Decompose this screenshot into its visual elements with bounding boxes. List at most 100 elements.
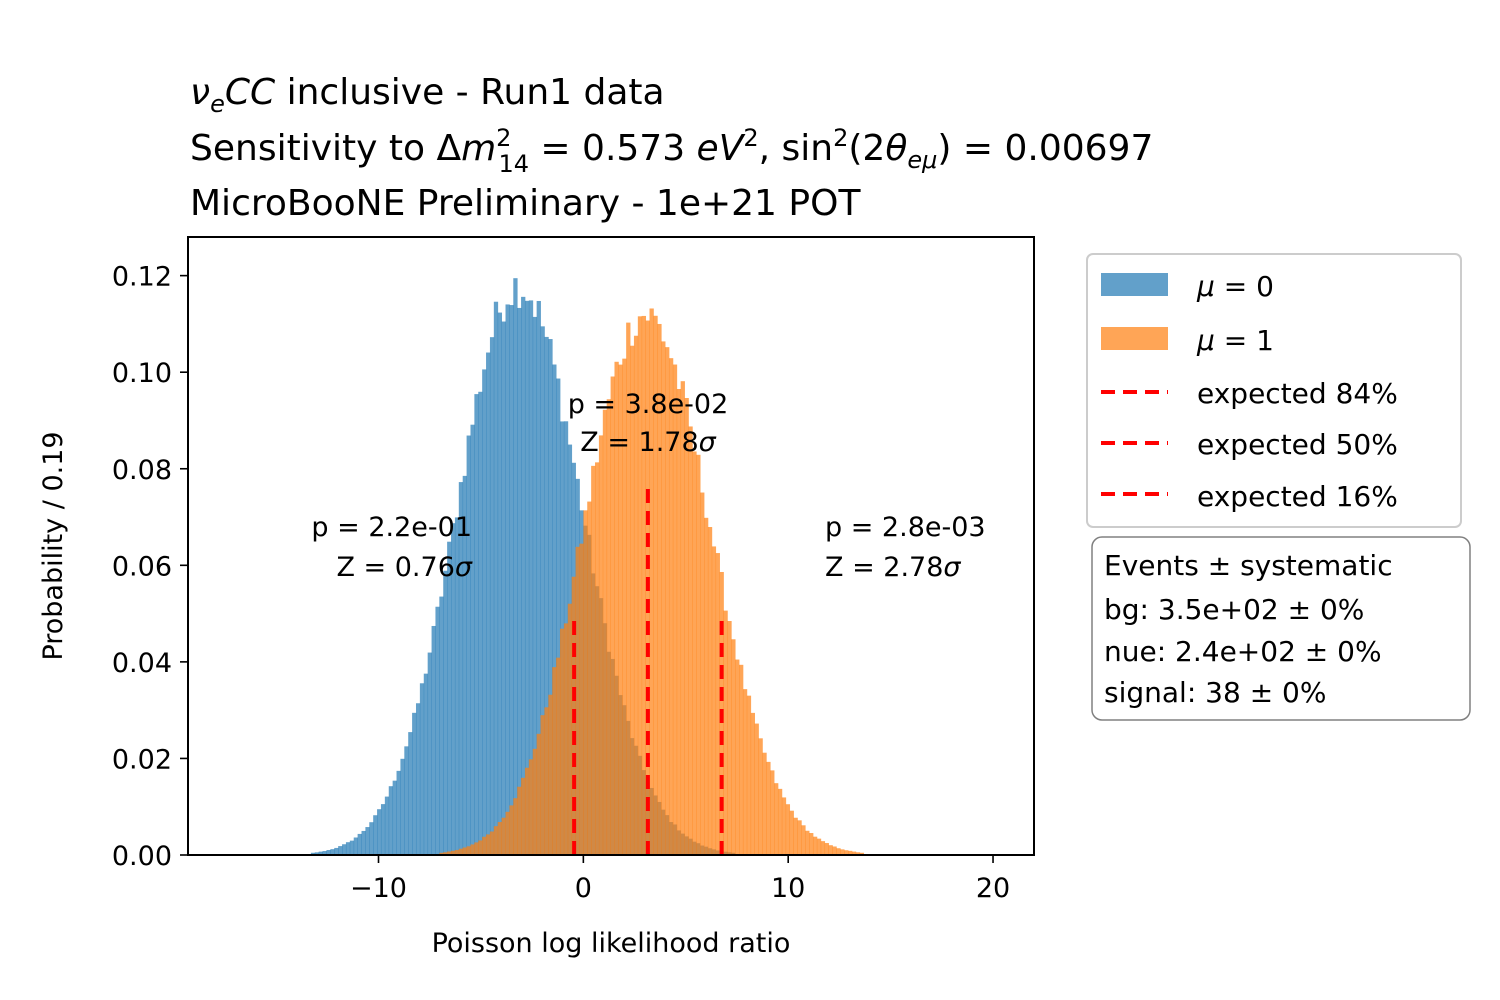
y-tick-label: 0.00 <box>112 841 172 872</box>
histogram-bar <box>513 798 518 855</box>
histogram-bar <box>583 510 588 855</box>
histogram-bar <box>365 827 370 855</box>
histogram-bar <box>696 454 701 855</box>
histogram-bar <box>770 770 775 855</box>
legend-entry-mu0: μ = 0 <box>1101 270 1274 303</box>
histogram-bar <box>805 830 810 855</box>
histogram-bar <box>731 639 736 855</box>
histogram-bar <box>497 822 503 855</box>
legend-entry-50: expected 50% <box>1101 428 1398 461</box>
histogram-bar <box>812 836 818 855</box>
info-box-line-3: nue: 2.4e+02 ± 0% <box>1104 635 1382 668</box>
legend-swatch-mu0 <box>1101 273 1168 296</box>
histogram-bar <box>591 465 596 855</box>
histogram-bar <box>824 843 829 855</box>
histogram-bar <box>415 703 421 855</box>
histogram-bar <box>606 399 611 855</box>
histogram-bar <box>633 335 639 855</box>
histogram-bar <box>715 553 720 855</box>
legend-label-50: expected 50% <box>1197 428 1398 461</box>
histogram-bar <box>443 570 448 855</box>
histogram-bar <box>540 715 545 855</box>
histogram-bar <box>836 848 841 855</box>
legend-label-mu1: μ = 1 <box>1196 324 1274 357</box>
histogram-bar <box>454 849 460 855</box>
histogram-bar <box>361 830 366 855</box>
annotation-middle-z: Z = 1.78σ <box>580 427 716 458</box>
histogram-bar <box>493 301 499 856</box>
x-tick-label: 0 <box>575 873 592 904</box>
x-tick-label: 20 <box>976 873 1010 904</box>
histogram-bar <box>559 628 565 855</box>
histogram-bar <box>447 541 452 855</box>
expected-lines <box>572 483 724 855</box>
histogram-bar <box>797 820 802 855</box>
histogram-bar <box>793 817 798 855</box>
histogram-bar <box>338 846 343 855</box>
y-tick-label: 0.12 <box>112 262 172 293</box>
histogram-bar <box>774 783 779 855</box>
histogram-bar <box>665 347 670 855</box>
histogram-bar <box>439 596 444 855</box>
annotation-middle-p: p = 3.8e-02 <box>568 389 729 420</box>
histogram-bar <box>377 809 382 855</box>
histogram-bar <box>443 852 448 855</box>
x-tick-label: −10 <box>350 873 407 904</box>
histogram-bar <box>458 848 464 855</box>
histogram-bar <box>746 695 752 855</box>
histogram-bar <box>423 673 429 855</box>
histogram-bar <box>369 822 374 855</box>
histogram-bar <box>598 435 604 855</box>
histogram-bar <box>563 623 569 855</box>
histogram-bar <box>637 316 643 855</box>
chart-title: νeCC inclusive - Run1 data Sensitivity t… <box>190 72 1153 224</box>
histogram-bar <box>809 833 814 855</box>
histogram-bar <box>556 378 561 855</box>
histogram-bar <box>622 358 627 855</box>
y-tick-label: 0.04 <box>112 648 172 679</box>
histogram-bar <box>521 777 526 855</box>
histogram-bar <box>462 847 467 855</box>
histogram-bar <box>384 796 390 855</box>
histogram-bar <box>478 391 483 855</box>
histogram-bar <box>431 625 436 855</box>
info-box-frame <box>1091 536 1471 721</box>
legend-swatch-mu1 <box>1101 327 1168 350</box>
histogram-bar <box>789 810 794 855</box>
histogram-bar <box>505 304 510 855</box>
histogram-bar <box>310 852 316 855</box>
histogram-bar <box>840 849 845 855</box>
histogram-bar <box>513 278 518 855</box>
x-tick-label: 10 <box>771 873 805 904</box>
histogram-bar <box>848 850 853 855</box>
info-box-line-4: signal: 38 ± 0% <box>1104 676 1326 709</box>
histogram-bar <box>517 786 522 855</box>
histogram-bar <box>396 770 401 855</box>
histogram-bar <box>353 837 359 855</box>
histogram-bar <box>345 842 351 855</box>
histogram-bar <box>704 517 709 855</box>
histogram-bar <box>668 358 674 855</box>
histogram-bar <box>614 361 619 855</box>
histogram-bar <box>447 851 452 855</box>
annotation-right-z: Z = 2.78σ <box>825 552 961 583</box>
histogram-bar <box>392 780 397 855</box>
histogram-bar <box>595 462 600 855</box>
histogram-bar <box>486 352 491 855</box>
histogram-bar <box>349 840 355 855</box>
histogram-bar <box>587 501 592 855</box>
histogram-bar <box>501 321 506 855</box>
histogram-bar <box>474 842 479 855</box>
histogram-bar <box>470 424 475 855</box>
histogram-bar <box>641 315 647 855</box>
histogram-bar <box>766 761 771 855</box>
histogram-bar <box>482 369 487 855</box>
histogram-bar <box>474 394 479 855</box>
histogram-bar <box>781 797 787 855</box>
legend-frame <box>1086 253 1462 528</box>
histogram-bar <box>501 817 506 855</box>
histogram-bar <box>762 752 767 855</box>
histogram-bar <box>509 805 514 855</box>
histogram-bar <box>509 305 514 855</box>
